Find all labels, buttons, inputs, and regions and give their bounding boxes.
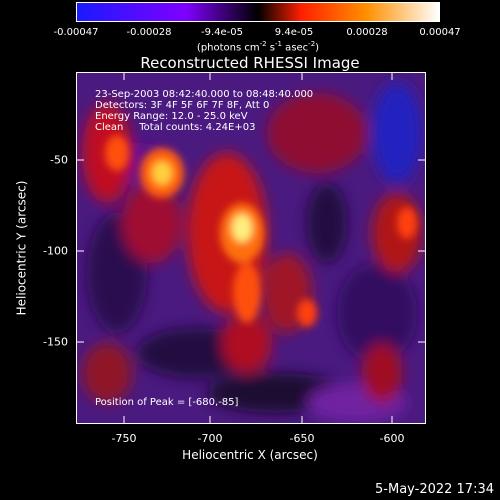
y-tick-label: -100 <box>43 244 68 258</box>
x-tick-label: -750 <box>111 432 137 445</box>
x-tick-label: -600 <box>379 432 405 445</box>
overlay-detectors: Detectors: 3F 4F 5F 6F 7F 8F, Att 0 <box>95 100 270 111</box>
y-tick-label: -150 <box>43 335 68 349</box>
y-axis-label: Heliocentric Y (arcsec) <box>14 180 29 316</box>
rhessi-image-map <box>77 73 425 423</box>
overlay-energy-range: Energy Range: 12.0 - 25.0 keV <box>95 111 248 122</box>
x-axis-label: Heliocentric X (arcsec) <box>182 448 318 462</box>
colorbar-tick: 9.4e-05 <box>274 27 314 38</box>
x-tick-label: -650 <box>289 432 315 445</box>
colorbar <box>76 2 440 22</box>
rhessi-image: 23-Sep-2003 08:42:40.000 to 08:48:40.000… <box>76 72 426 424</box>
colorbar-tick: -0.00047 <box>53 27 99 38</box>
overlay-time-range: 23-Sep-2003 08:42:40.000 to 08:48:40.000 <box>95 89 314 100</box>
y-tick-label: -50 <box>50 153 68 167</box>
colorbar-units: (photons cm-2 s-1 asec-2) <box>196 40 320 54</box>
colorbar-tick: 0.00028 <box>346 27 388 38</box>
colorbar-tick: -0.00028 <box>126 27 172 38</box>
colorbar-tick: -9.4e-05 <box>201 27 243 38</box>
timestamp: 5-May-2022 17:34 <box>375 482 494 497</box>
overlay-peak-position: Position of Peak = [-680,-85] <box>95 397 239 408</box>
colorbar-tick: 0.00047 <box>419 27 461 38</box>
overlay-counts: Clean Total counts: 4.24E+03 <box>95 122 256 133</box>
x-tick-label: -700 <box>197 432 223 445</box>
plot-title: Reconstructed RHESSI Image <box>140 54 360 72</box>
